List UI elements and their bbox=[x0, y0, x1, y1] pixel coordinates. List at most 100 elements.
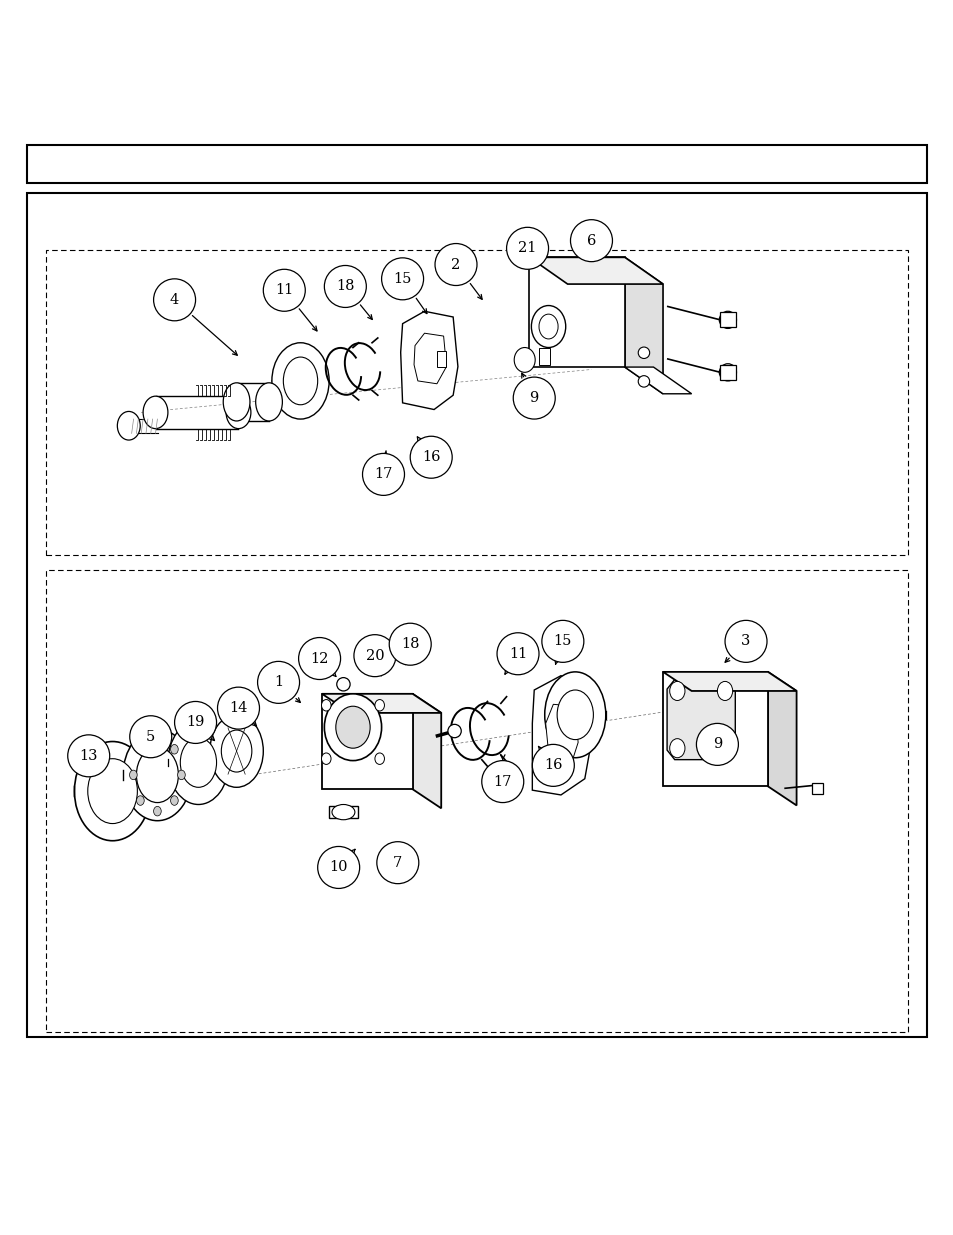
Ellipse shape bbox=[717, 682, 732, 700]
Ellipse shape bbox=[171, 795, 178, 805]
Polygon shape bbox=[532, 676, 589, 795]
Text: 17: 17 bbox=[374, 467, 393, 482]
Ellipse shape bbox=[719, 364, 736, 380]
Ellipse shape bbox=[375, 753, 384, 764]
Bar bbox=[27, 146, 926, 184]
Polygon shape bbox=[321, 694, 440, 713]
Circle shape bbox=[174, 701, 216, 743]
Circle shape bbox=[541, 620, 583, 662]
Circle shape bbox=[381, 258, 423, 300]
Text: 5: 5 bbox=[146, 730, 155, 743]
Ellipse shape bbox=[557, 690, 593, 740]
Ellipse shape bbox=[143, 396, 168, 429]
Text: 13: 13 bbox=[79, 748, 98, 763]
Bar bbox=[27, 193, 926, 1037]
Ellipse shape bbox=[136, 747, 178, 803]
Circle shape bbox=[570, 220, 612, 262]
Text: 1: 1 bbox=[274, 676, 283, 689]
Text: 19: 19 bbox=[186, 715, 205, 730]
Circle shape bbox=[513, 377, 555, 419]
Ellipse shape bbox=[638, 347, 649, 358]
Ellipse shape bbox=[336, 678, 350, 690]
Polygon shape bbox=[624, 257, 662, 394]
Text: 17: 17 bbox=[493, 774, 512, 789]
Text: 20: 20 bbox=[365, 648, 384, 663]
Bar bbox=[46, 251, 907, 556]
Text: 3: 3 bbox=[740, 635, 750, 648]
Ellipse shape bbox=[531, 305, 565, 347]
Circle shape bbox=[410, 436, 452, 478]
Ellipse shape bbox=[223, 383, 250, 421]
Bar bbox=[436, 351, 446, 367]
Ellipse shape bbox=[719, 311, 736, 329]
Bar bbox=[720, 364, 735, 380]
Text: 18: 18 bbox=[335, 279, 355, 294]
Ellipse shape bbox=[136, 745, 144, 755]
Ellipse shape bbox=[538, 314, 558, 338]
Circle shape bbox=[130, 716, 172, 758]
Ellipse shape bbox=[283, 357, 317, 405]
Polygon shape bbox=[529, 257, 624, 367]
Circle shape bbox=[354, 635, 395, 677]
Ellipse shape bbox=[638, 375, 649, 387]
Ellipse shape bbox=[669, 739, 684, 758]
Ellipse shape bbox=[153, 806, 161, 816]
Ellipse shape bbox=[123, 729, 192, 821]
Ellipse shape bbox=[136, 795, 144, 805]
Text: 12: 12 bbox=[310, 652, 329, 666]
Ellipse shape bbox=[272, 343, 329, 419]
Polygon shape bbox=[414, 333, 446, 384]
Bar bbox=[538, 347, 550, 364]
Ellipse shape bbox=[210, 715, 263, 787]
Ellipse shape bbox=[375, 699, 384, 711]
Text: 7: 7 bbox=[393, 856, 402, 869]
Polygon shape bbox=[321, 694, 412, 789]
Circle shape bbox=[389, 624, 431, 666]
Text: 4: 4 bbox=[170, 293, 179, 306]
Ellipse shape bbox=[180, 737, 216, 787]
Text: 9: 9 bbox=[712, 737, 721, 751]
Ellipse shape bbox=[255, 383, 282, 421]
Text: 14: 14 bbox=[229, 701, 248, 715]
Text: 15: 15 bbox=[393, 272, 412, 285]
Ellipse shape bbox=[88, 758, 137, 824]
Ellipse shape bbox=[332, 804, 355, 820]
Text: 15: 15 bbox=[553, 635, 572, 648]
Bar bbox=[46, 569, 907, 1032]
Polygon shape bbox=[662, 672, 767, 787]
Circle shape bbox=[497, 632, 538, 674]
Text: 11: 11 bbox=[508, 647, 527, 661]
Polygon shape bbox=[662, 672, 796, 690]
Text: 16: 16 bbox=[421, 451, 440, 464]
Ellipse shape bbox=[321, 699, 331, 711]
Text: 16: 16 bbox=[543, 758, 562, 772]
Text: 18: 18 bbox=[400, 637, 419, 651]
Polygon shape bbox=[400, 311, 457, 410]
Circle shape bbox=[68, 735, 110, 777]
Circle shape bbox=[298, 637, 340, 679]
Polygon shape bbox=[767, 672, 796, 805]
Polygon shape bbox=[624, 367, 691, 394]
Polygon shape bbox=[545, 704, 578, 767]
Circle shape bbox=[362, 453, 404, 495]
Ellipse shape bbox=[335, 706, 370, 748]
Text: 11: 11 bbox=[274, 283, 294, 298]
Ellipse shape bbox=[544, 672, 605, 758]
Text: 10: 10 bbox=[329, 861, 348, 874]
Ellipse shape bbox=[153, 734, 161, 743]
Polygon shape bbox=[329, 806, 357, 818]
Bar bbox=[811, 783, 822, 794]
Ellipse shape bbox=[221, 730, 252, 772]
Polygon shape bbox=[666, 679, 735, 760]
Ellipse shape bbox=[717, 739, 732, 758]
Ellipse shape bbox=[669, 682, 684, 700]
Circle shape bbox=[376, 842, 418, 884]
Circle shape bbox=[317, 846, 359, 888]
Polygon shape bbox=[412, 694, 440, 808]
Text: 21: 21 bbox=[517, 241, 537, 256]
Circle shape bbox=[324, 266, 366, 308]
Ellipse shape bbox=[514, 347, 535, 372]
Circle shape bbox=[257, 662, 299, 704]
Ellipse shape bbox=[324, 694, 381, 761]
Circle shape bbox=[153, 279, 195, 321]
